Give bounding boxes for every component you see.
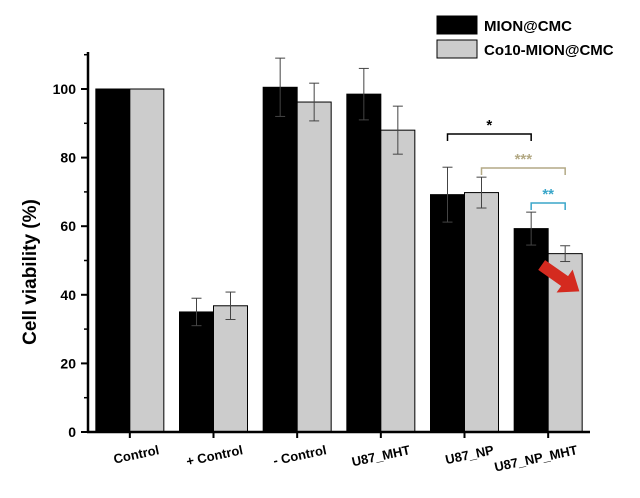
x-tick-label-1: + Control <box>185 442 244 469</box>
significance-label-2: ** <box>542 186 554 203</box>
y-tick-label-0: 0 <box>68 424 76 440</box>
x-tick-label-4: U87_NP <box>444 442 496 467</box>
x-tick-label-5: U87_NP_MHT <box>493 442 579 474</box>
bar-4-0 <box>430 194 465 433</box>
y-axis-title: Cell viability (%) <box>20 199 41 345</box>
bar-1-1 <box>213 305 248 433</box>
x-tick-label-2: - Control <box>272 442 328 468</box>
error-bars-layer <box>191 57 571 327</box>
bar-3-0 <box>346 93 382 433</box>
x-tick-label-0: Control <box>112 442 160 466</box>
significance-bracket-2: ** <box>530 186 566 210</box>
bar-2-1 <box>296 101 332 433</box>
bracket-line-0 <box>446 133 532 141</box>
bar-3-1 <box>380 129 416 433</box>
legend-label-0: MION@CMC <box>484 18 572 35</box>
y-tick-label-100: 100 <box>53 81 77 97</box>
bar-5-0 <box>513 228 549 433</box>
y-tick-label-60: 60 <box>60 218 76 234</box>
bar-4-1 <box>464 192 499 433</box>
bar-2-0 <box>262 86 298 433</box>
y-tick-label-40: 40 <box>60 287 76 303</box>
y-tick-label-80: 80 <box>60 150 76 166</box>
significance-label-0: * <box>486 117 492 134</box>
significance-bracket-0: * <box>446 117 532 141</box>
significance-bracket-1: *** <box>480 151 566 175</box>
bars-layer <box>95 86 583 433</box>
legend-label-1: Co10-MION@CMC <box>484 42 614 59</box>
bracket-line-1 <box>480 167 566 175</box>
arrow-shape <box>538 260 580 293</box>
bracket-line-2 <box>530 202 566 210</box>
legend: MION@CMC Co10-MION@CMC <box>436 15 614 59</box>
significance-layer: ****** <box>446 117 580 293</box>
bar-1-0 <box>179 311 214 433</box>
bar-0-1 <box>129 88 165 433</box>
legend-swatch-0 <box>436 15 478 35</box>
bar-0-0 <box>95 88 131 433</box>
x-tick-label-3: U87_MHT <box>350 442 411 469</box>
significance-label-1: *** <box>515 151 533 168</box>
legend-swatch-1 <box>436 39 478 59</box>
red-arrow-icon <box>538 260 580 293</box>
y-tick-label-20: 20 <box>60 355 76 371</box>
axis-layer: Control + Control - Control U87_MHT U87_NPU8… <box>53 52 590 475</box>
